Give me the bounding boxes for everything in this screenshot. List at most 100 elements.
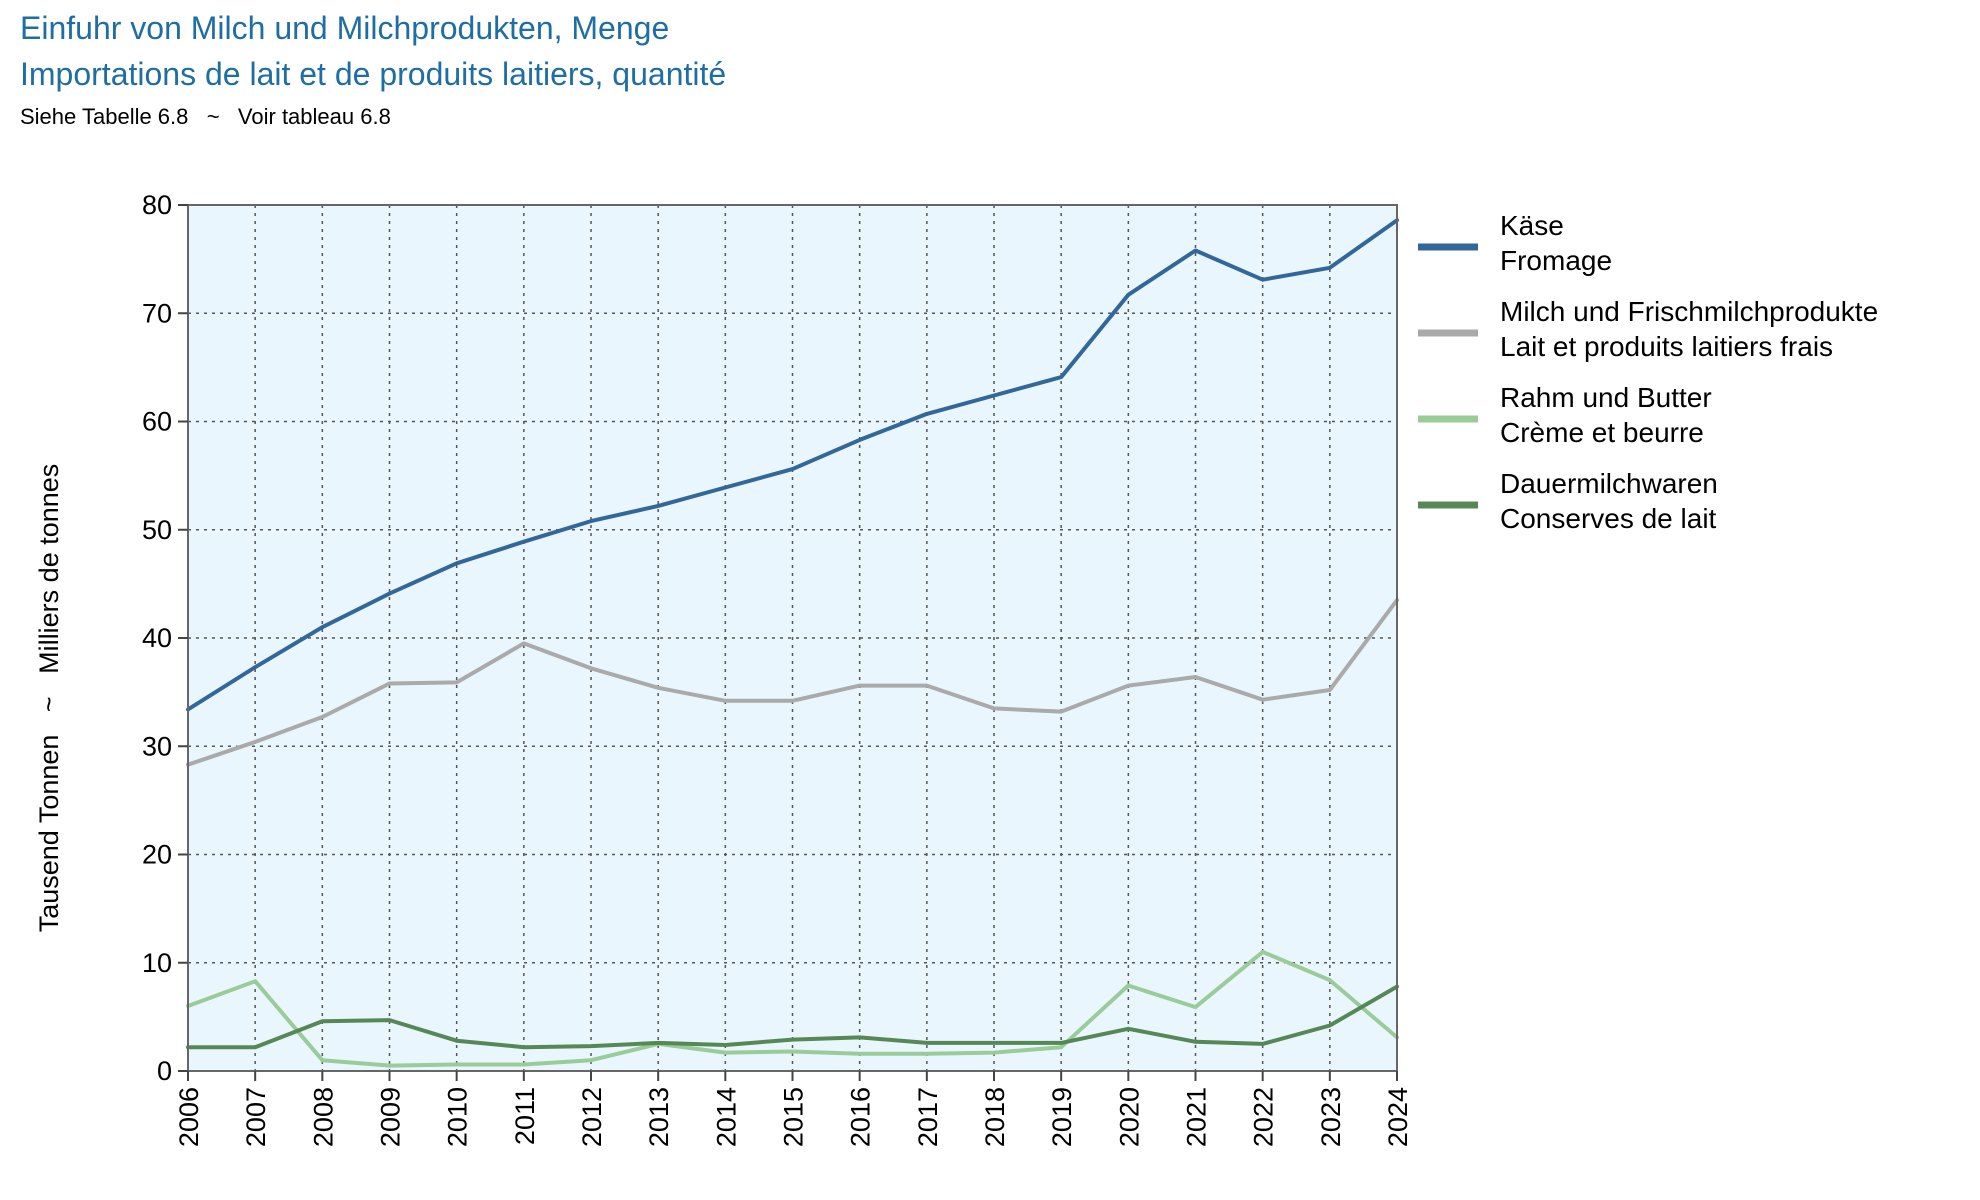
y-tick-label: 50 bbox=[142, 515, 172, 545]
data-point bbox=[1127, 984, 1129, 986]
y-tick-label: 40 bbox=[142, 623, 172, 653]
x-tick-label: 2014 bbox=[711, 1087, 741, 1147]
data-point bbox=[1195, 1006, 1196, 1008]
x-tick-label: 2016 bbox=[846, 1087, 876, 1147]
x-tick-label: 2022 bbox=[1249, 1087, 1279, 1147]
series-layer bbox=[186, 218, 1399, 1068]
data-point bbox=[724, 1052, 726, 1054]
x-tick-label: 2011 bbox=[510, 1087, 540, 1145]
data-point bbox=[859, 439, 861, 441]
x-axis: 2006 2007 2008 2009 2010 2011 2012 2013 2014 2015… bbox=[174, 1071, 1413, 1147]
legend-label-fr: Crème et beurre bbox=[1500, 417, 1704, 448]
data-point bbox=[1060, 1042, 1062, 1044]
legend-item-4: Dauermilchwaren Conserves de lait bbox=[1418, 468, 1718, 534]
data-point bbox=[993, 1042, 995, 1044]
legend-label-de: Käse bbox=[1500, 210, 1564, 241]
data-point bbox=[724, 1044, 726, 1046]
data-point bbox=[321, 1020, 323, 1022]
data-point bbox=[1127, 1028, 1129, 1030]
data-point bbox=[1262, 279, 1264, 281]
data-point bbox=[1127, 685, 1129, 687]
legend-item-3: Rahm und Butter Crème et beurre bbox=[1418, 382, 1712, 448]
data-point bbox=[1195, 1041, 1196, 1043]
data-point bbox=[456, 1064, 458, 1066]
data-point bbox=[456, 681, 458, 683]
data-point bbox=[254, 741, 256, 743]
data-point bbox=[1060, 376, 1062, 378]
chart-title-fr: Importations de lait et de produits lait… bbox=[20, 56, 727, 92]
x-tick-label: 2017 bbox=[913, 1087, 943, 1147]
data-point bbox=[1329, 979, 1331, 981]
data-point bbox=[590, 520, 592, 522]
data-point bbox=[254, 666, 256, 668]
legend-label-de: Milch und Frischmilchprodukte bbox=[1500, 296, 1878, 327]
legend: Käse Fromage Milch und Frischmilchprodukte… bbox=[1418, 210, 1878, 534]
data-point bbox=[859, 685, 861, 687]
data-point bbox=[926, 685, 928, 687]
data-point bbox=[321, 1059, 323, 1061]
data-point bbox=[389, 1019, 390, 1021]
x-tick-label: 2006 bbox=[174, 1087, 204, 1147]
data-point bbox=[389, 682, 390, 684]
data-point bbox=[456, 1040, 458, 1042]
data-point bbox=[321, 626, 323, 628]
data-point bbox=[1329, 689, 1331, 691]
x-tick-label: 2024 bbox=[1383, 1087, 1413, 1147]
data-point bbox=[254, 1046, 256, 1048]
data-point bbox=[657, 505, 659, 507]
data-point bbox=[859, 1036, 861, 1038]
data-point bbox=[993, 395, 995, 397]
x-tick-label: 2018 bbox=[980, 1087, 1010, 1147]
legend-label-fr: Lait et produits laitiers frais bbox=[1500, 331, 1833, 362]
data-point bbox=[389, 593, 390, 595]
data-point bbox=[724, 700, 726, 702]
chart-subtitle: Siehe Tabelle 6.8 ~ Voir tableau 6.8 bbox=[20, 104, 391, 129]
data-point bbox=[724, 487, 726, 489]
y-tick-label: 10 bbox=[142, 948, 172, 978]
y-axis-label: Tausend Tonnen ~ Milliers de tonnes bbox=[34, 464, 64, 933]
legend-item-2: Milch und Frischmilchprodukte Lait et pro… bbox=[1418, 296, 1878, 362]
data-point bbox=[590, 1059, 592, 1061]
legend-label-fr: Fromage bbox=[1500, 245, 1612, 276]
data-point bbox=[792, 700, 793, 702]
y-tick-label: 60 bbox=[142, 407, 172, 437]
data-point bbox=[993, 707, 995, 709]
data-point bbox=[1195, 249, 1196, 251]
data-point bbox=[523, 541, 525, 543]
y-tick-label: 0 bbox=[157, 1056, 172, 1086]
data-point bbox=[1060, 711, 1062, 713]
y-tick-label: 20 bbox=[142, 840, 172, 870]
data-point bbox=[523, 1064, 525, 1066]
data-point bbox=[590, 1045, 592, 1047]
data-point bbox=[926, 413, 928, 415]
x-tick-label: 2009 bbox=[376, 1087, 406, 1147]
legend-label-de: Rahm und Butter bbox=[1500, 382, 1712, 413]
data-point bbox=[926, 1042, 928, 1044]
x-tick-label: 2010 bbox=[443, 1087, 473, 1147]
data-point bbox=[657, 1042, 659, 1044]
y-tick-label: 80 bbox=[142, 190, 172, 220]
data-point bbox=[389, 1065, 390, 1067]
y-tick-label: 30 bbox=[142, 731, 172, 761]
data-point bbox=[1195, 676, 1196, 678]
data-point bbox=[523, 1046, 525, 1048]
legend-label-de: Dauermilchwaren bbox=[1500, 468, 1718, 499]
data-point bbox=[321, 716, 323, 718]
data-point bbox=[590, 667, 592, 669]
x-tick-label: 2007 bbox=[241, 1087, 271, 1147]
x-tick-label: 2021 bbox=[1182, 1087, 1212, 1147]
x-tick-label: 2015 bbox=[779, 1087, 809, 1147]
legend-item-1: Käse Fromage bbox=[1418, 210, 1612, 276]
data-point bbox=[1262, 699, 1264, 701]
data-point bbox=[1262, 951, 1264, 953]
data-point bbox=[456, 562, 458, 564]
data-point bbox=[1127, 294, 1129, 296]
chart-title-de: Einfuhr von Milch und Milchprodukten, Me… bbox=[20, 10, 670, 46]
data-point bbox=[792, 1051, 793, 1053]
y-tick-label: 70 bbox=[142, 298, 172, 328]
data-point bbox=[993, 1052, 995, 1054]
data-point bbox=[859, 1053, 861, 1055]
data-point bbox=[1060, 1046, 1062, 1048]
legend-label-fr: Conserves de lait bbox=[1500, 503, 1717, 534]
